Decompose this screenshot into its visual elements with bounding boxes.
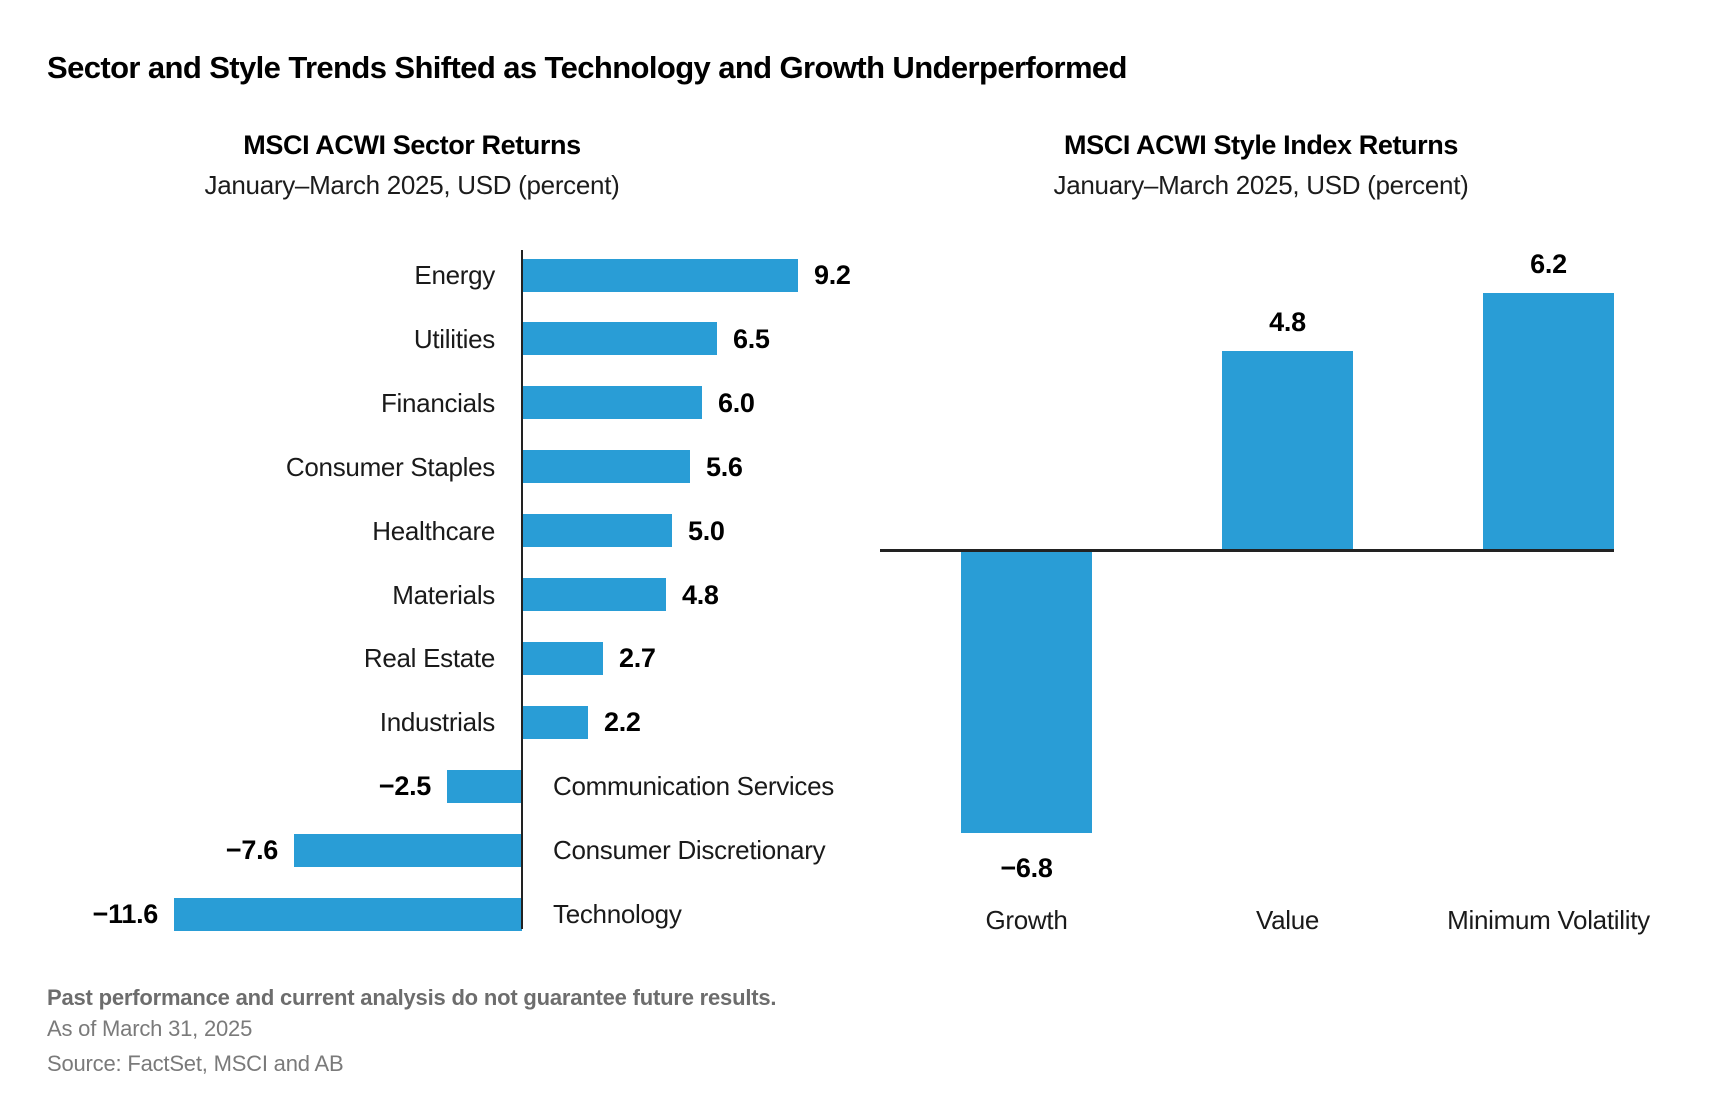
sector-chart-title: MSCI ACWI Sector Returns	[243, 130, 581, 160]
bar-consumer-discretionary	[294, 834, 522, 867]
bar-financials	[522, 386, 702, 419]
bar-value	[1222, 351, 1353, 550]
style-chart-subtitle: January–March 2025, USD (percent)	[1053, 170, 1469, 200]
category-label-communication-services: Communication Services	[553, 771, 834, 802]
category-label-utilities: Utilities	[413, 323, 495, 354]
category-label-healthcare: Healthcare	[372, 515, 495, 546]
sector-chart-header: MSCI ACWI Sector Returns January–March 2…	[112, 130, 712, 201]
bar-utilities	[522, 322, 717, 355]
value-label-consumer-discretionary: −7.6	[225, 835, 278, 866]
bar-real-estate	[522, 642, 603, 675]
bar-consumer-staples	[522, 450, 690, 483]
as-of-date: As of March 31, 2025	[47, 1016, 253, 1041]
bar-technology	[174, 898, 522, 931]
value-label-value: 4.8	[1269, 307, 1306, 338]
value-label-minimum-volatility: 6.2	[1530, 249, 1567, 280]
source-text: Source: FactSet, MSCI and AB	[47, 1051, 344, 1076]
bar-communication-services	[447, 770, 522, 803]
value-label-energy: 9.2	[814, 260, 851, 290]
category-label-industrials: Industrials	[379, 707, 496, 738]
value-label-materials: 4.8	[682, 579, 719, 610]
category-label-real-estate: Real Estate	[363, 643, 495, 674]
category-label-consumer-staples: Consumer Staples	[285, 451, 495, 482]
style-chart-zero-axis	[880, 549, 1614, 552]
value-label-technology: −11.6	[92, 899, 159, 929]
bar-materials	[522, 578, 666, 611]
page-title: Sector and Style Trends Shifted as Techn…	[47, 50, 1128, 85]
value-label-utilities: 6.5	[733, 323, 770, 354]
value-label-consumer-staples: 5.6	[706, 451, 743, 482]
category-label-consumer-discretionary: Consumer Discretionary	[553, 835, 826, 866]
value-label-financials: 6.0	[718, 387, 755, 418]
style-chart-header: MSCI ACWI Style Index Returns January–Ma…	[961, 130, 1561, 201]
bar-energy	[522, 259, 798, 292]
sector-chart-subtitle: January–March 2025, USD (percent)	[204, 170, 620, 200]
style-chart-title: MSCI ACWI Style Index Returns	[1064, 130, 1458, 160]
value-label-industrials: 2.2	[604, 707, 641, 738]
category-label-minimum-volatility: Minimum Volatility	[1447, 905, 1650, 935]
category-label-financials: Financials	[380, 387, 495, 418]
disclaimer-text: Past performance and current analysis do…	[47, 985, 777, 1010]
sector-chart-zero-axis	[521, 250, 523, 929]
bar-healthcare	[522, 514, 672, 547]
bar-industrials	[522, 706, 588, 739]
category-label-growth: Growth	[985, 905, 1068, 935]
value-label-growth: −6.8	[1000, 852, 1053, 883]
value-label-healthcare: 5.0	[688, 515, 725, 546]
category-label-materials: Materials	[392, 579, 495, 610]
value-label-real-estate: 2.7	[619, 643, 656, 674]
category-label-energy: Energy	[414, 260, 495, 290]
category-label-value: Value	[1255, 905, 1320, 935]
bar-growth	[961, 551, 1092, 833]
bar-minimum-volatility	[1483, 293, 1614, 550]
category-label-technology: Technology	[553, 899, 682, 929]
value-label-communication-services: −2.5	[378, 771, 431, 802]
